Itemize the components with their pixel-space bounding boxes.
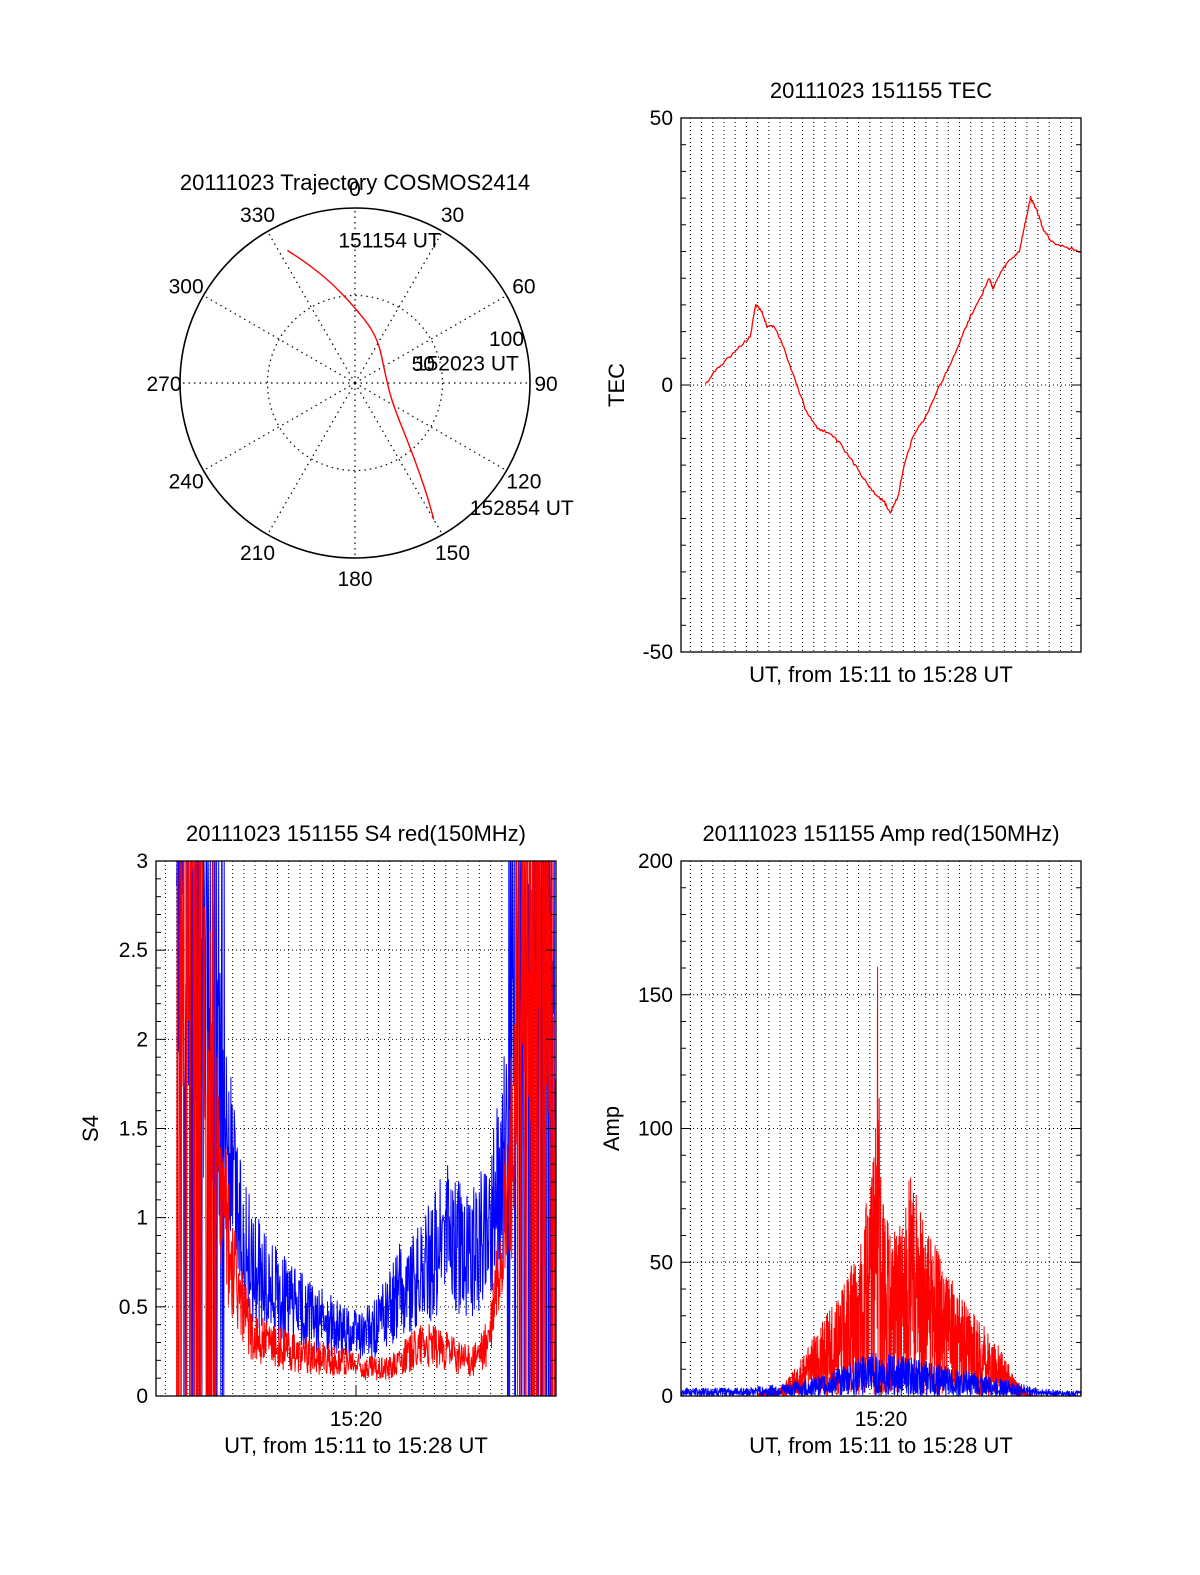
- polar-angle-label: 90: [534, 373, 557, 396]
- polar-angle-labels: 0 30 60 90 120 150 180 210 240 270 300 330: [146, 178, 557, 591]
- polar-angle-label: 270: [146, 373, 181, 396]
- polar-spoke-150: [354, 382, 444, 535]
- s4-series-blue: [176, 860, 557, 1397]
- amp-y-tick-label: 50: [650, 1251, 673, 1274]
- tec-y-axis-label: TEC: [604, 363, 629, 407]
- tec-series: [704, 195, 1082, 514]
- polar-angle-label: 210: [240, 542, 275, 565]
- tec-y-tick-label: 0: [661, 374, 673, 397]
- polar-angle-label: 60: [512, 276, 535, 299]
- amp-panel: 20111023 151155 Amp red(150MHz) 0 50 100 150…: [599, 821, 1082, 1458]
- polar-radial-label: 50: [412, 353, 435, 376]
- polar-angle-label: 180: [337, 568, 372, 591]
- amp-y-axis-label: Amp: [599, 1106, 624, 1151]
- amp-series-blue: [680, 1352, 1082, 1397]
- s4-grid: [156, 861, 556, 1396]
- s4-y-tick-label: 3: [136, 850, 148, 873]
- tec-ticks: [681, 117, 1081, 653]
- s4-panel: 20111023 151155 S4 red(150MHz) 0 0.5 1 1.5 2 2…: [78, 821, 557, 1458]
- trajectory-line: [287, 249, 435, 520]
- amp-y-tick-label: 200: [638, 850, 673, 873]
- tec-series-red: [704, 195, 1082, 514]
- amp-x-axis-label: UT, from 15:11 to 15:28 UT: [749, 1433, 1013, 1458]
- trajectory-time-label: 151154 UT: [338, 230, 441, 253]
- polar-outer-circle: [179, 207, 531, 559]
- amp-y-tick-label: 100: [638, 1118, 673, 1141]
- amp-ticks: [681, 860, 1081, 1397]
- s4-y-axis-label: S4: [78, 1115, 103, 1142]
- s4-series-red: [176, 860, 557, 1397]
- amp-series-red: [757, 966, 1039, 1397]
- polar-angle-label: 240: [169, 471, 204, 494]
- trajectory-annotations: 151154 UT 152023 UT 152854 UT: [338, 230, 574, 521]
- s4-y-tick-label: 2.5: [119, 939, 148, 962]
- polar-angle-label: 30: [441, 204, 464, 227]
- tec-title: 20111023 151155 TEC: [770, 78, 992, 103]
- polar-angle-label: 120: [506, 471, 541, 494]
- polar-inner-grid-circle: [266, 294, 444, 472]
- trajectory-time-label: 152023 UT: [415, 352, 519, 375]
- polar-radial-labels: 50 100: [412, 328, 524, 376]
- amp-title: 20111023 151155 Amp red(150MHz): [702, 821, 1059, 846]
- s4-ticks: [156, 860, 556, 1397]
- polar-spoke-210: [266, 382, 356, 535]
- trajectory-time-label: 152854 UT: [470, 497, 574, 520]
- s4-y-tick-label: 1.5: [119, 1118, 148, 1141]
- s4-y-tick-label: 0.5: [119, 1296, 148, 1319]
- amp-series: [680, 966, 1082, 1397]
- amp-x-tick-label: 15:20: [855, 1408, 908, 1431]
- s4-series: [176, 860, 557, 1397]
- tec-grid: [681, 118, 1081, 652]
- polar-spoke-240: [203, 382, 356, 472]
- amp-y-tick-label: 0: [661, 1385, 673, 1408]
- tec-y-tick-label: 50: [650, 107, 673, 130]
- tec-x-axis-label: UT, from 15:11 to 15:28 UT: [749, 662, 1013, 687]
- s4-y-tick-label: 0: [136, 1385, 148, 1408]
- s4-x-axis-label: UT, from 15:11 to 15:28 UT: [224, 1433, 488, 1458]
- trajectory-panel: 20111023 Trajectory COSMOS2414 0 30 60 90 12…: [146, 170, 573, 591]
- polar-angle-label: 150: [435, 542, 470, 565]
- polar-angle-label: 330: [240, 204, 275, 227]
- trajectory-series: [287, 249, 435, 520]
- polar-spoke-120: [354, 382, 507, 472]
- polar-angle-label: 0: [349, 178, 361, 201]
- s4-title: 20111023 151155 S4 red(150MHz): [186, 821, 526, 846]
- tec-panel: 20111023 151155 TEC -50 0 50 UT, from 15:11 …: [604, 78, 1082, 687]
- trajectory-title: 20111023 Trajectory COSMOS2414: [180, 170, 530, 195]
- polar-angle-label: 300: [169, 276, 204, 299]
- polar-spoke-330: [266, 231, 356, 384]
- s4-y-tick-label: 1: [136, 1207, 148, 1230]
- s4-y-tick-label: 2: [136, 1028, 148, 1051]
- amp-y-tick-label: 150: [638, 984, 673, 1007]
- tec-y-tick-label: -50: [643, 641, 673, 664]
- polar-radial-label: 100: [489, 328, 524, 351]
- s4-x-tick-label: 15:20: [330, 1408, 383, 1431]
